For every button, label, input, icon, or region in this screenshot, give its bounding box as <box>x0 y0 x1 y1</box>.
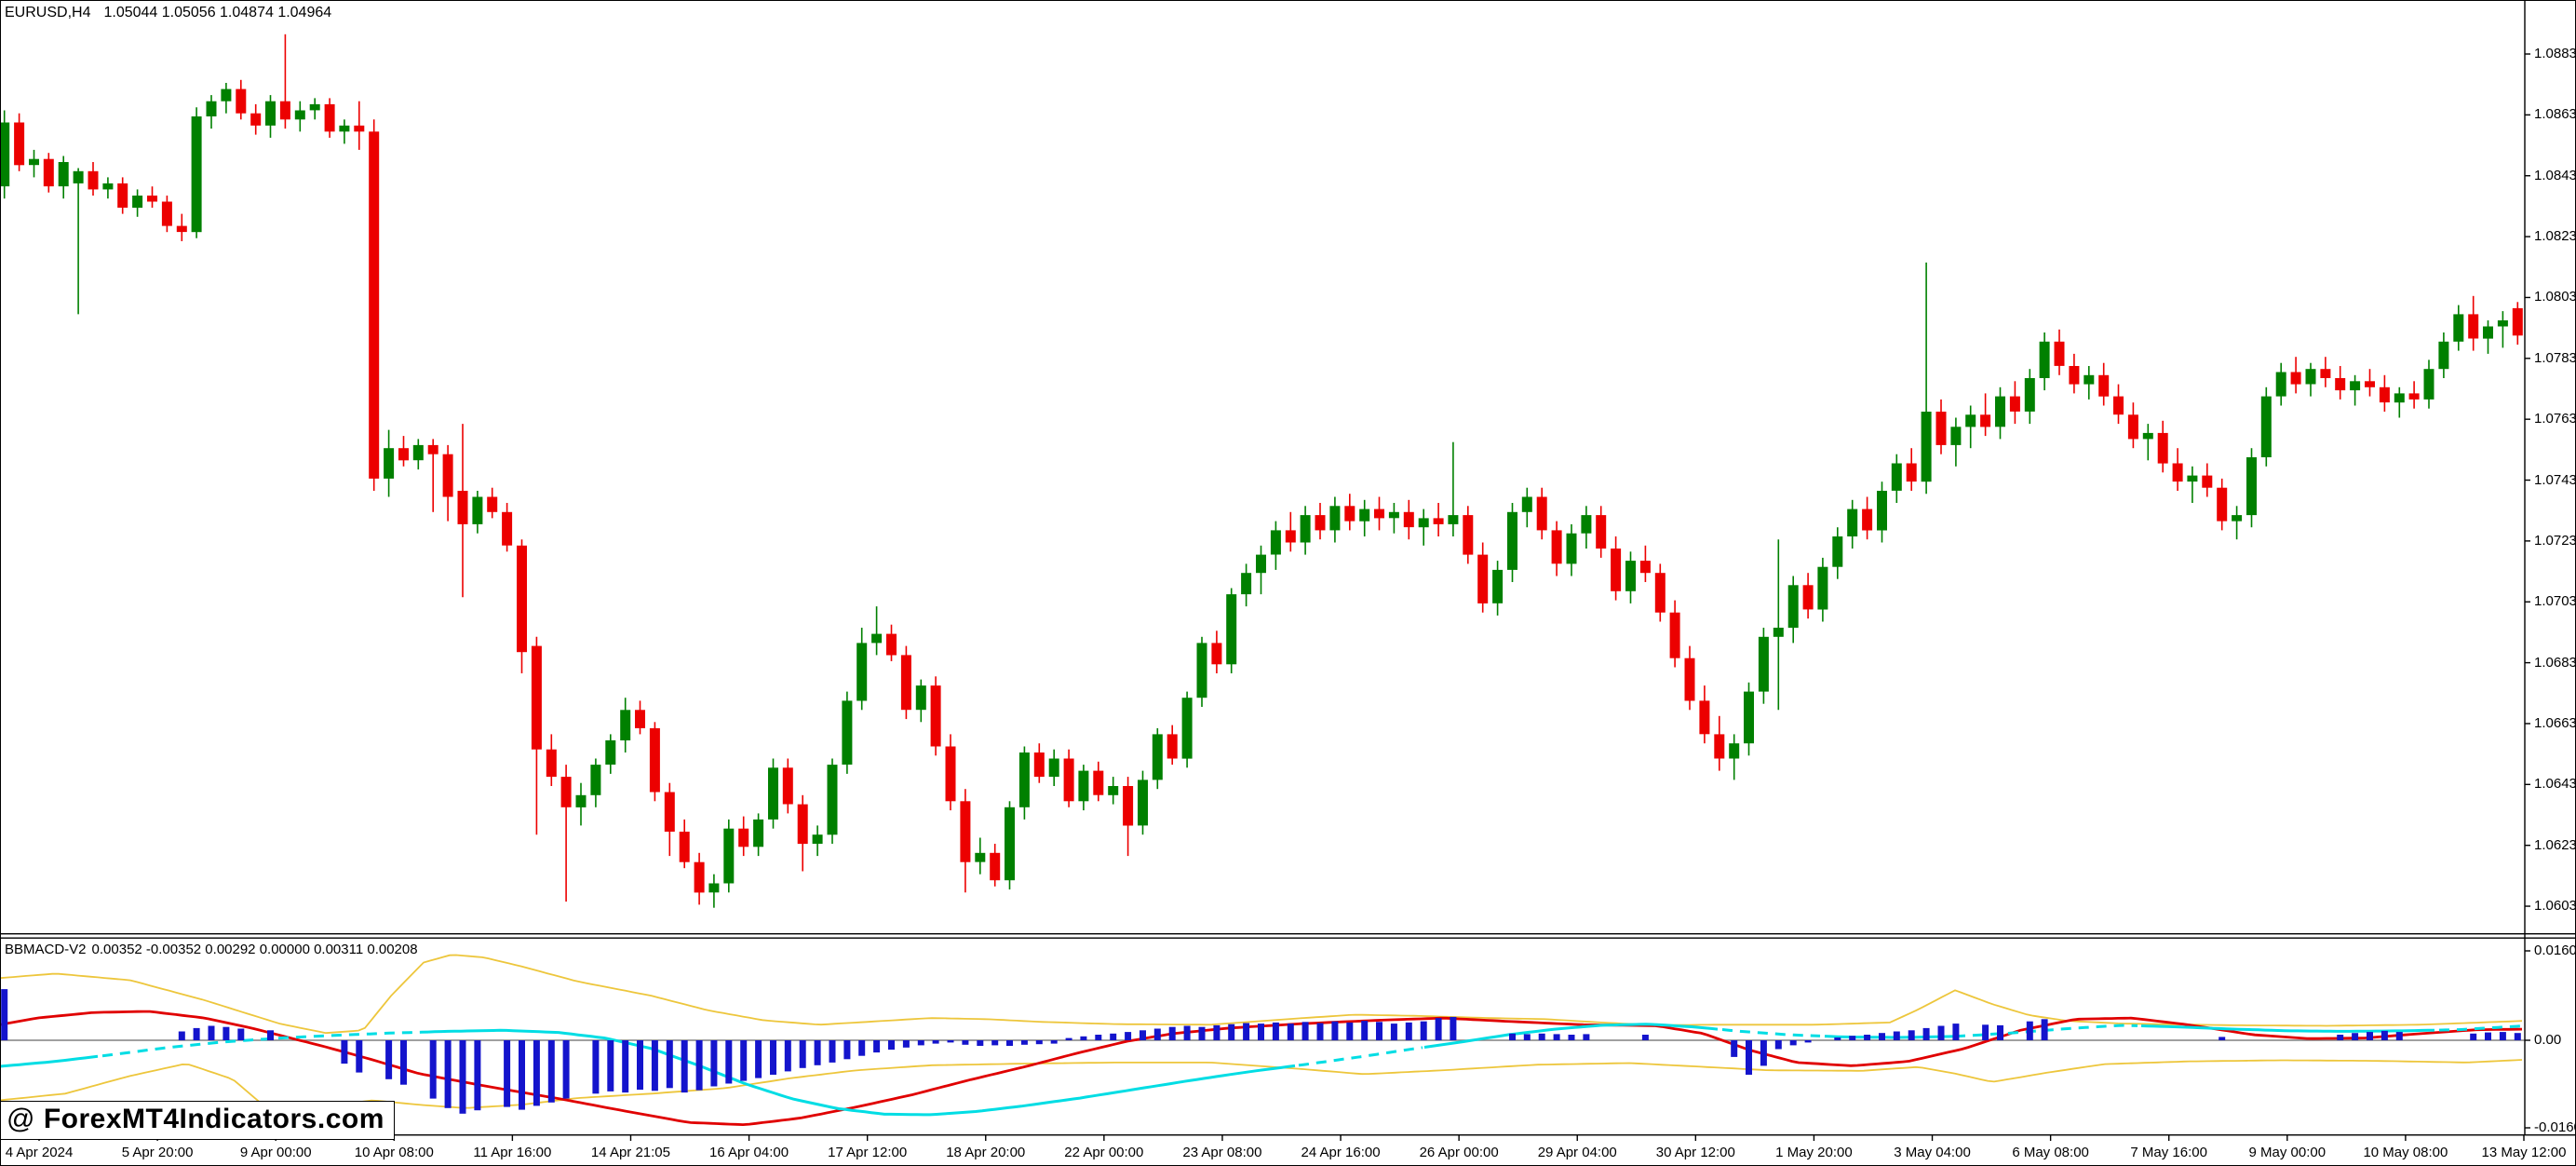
watermark: @ ForexMT4Indicators.com <box>0 1101 395 1140</box>
price-axis-label: 1.08235 <box>2534 228 2576 245</box>
time-axis-label: 11 Apr 16:00 <box>473 1145 552 1160</box>
watermark-site-name: ForexMT4Indicators.com <box>43 1104 384 1134</box>
price-axis-label: 1.07835 <box>2534 349 2576 366</box>
price-axis-label: 1.06435 <box>2534 776 2576 793</box>
time-axis-label: 16 Apr 04:00 <box>709 1145 789 1160</box>
time-axis-label: 5 Apr 20:00 <box>121 1145 194 1160</box>
indicator-axis-label: 0.00 <box>2534 1032 2562 1048</box>
price-axis-label: 1.08035 <box>2534 289 2576 305</box>
ohlc-values: 1.05044 1.05056 1.04874 1.04964 <box>103 5 332 20</box>
macd-cyan-line <box>101 1030 429 1058</box>
indicator-values-label: BBMACD-V2 0.00352 -0.00352 0.00292 0.0000… <box>5 942 418 957</box>
price-axis-label: 1.06235 <box>2534 836 2576 853</box>
bb-lower-band <box>0 1059 2523 1118</box>
time-axis-label: 7 May 16:00 <box>2130 1145 2207 1160</box>
price-axis-label: 1.07635 <box>2534 411 2576 427</box>
indicator-name: BBMACD-V2 <box>5 942 87 957</box>
time-axis-label: 24 Apr 16:00 <box>1301 1145 1381 1160</box>
price-axis-label: 1.07235 <box>2534 532 2576 549</box>
price-axis-label: 1.06835 <box>2534 654 2576 671</box>
price-axis-label: 1.06635 <box>2534 714 2576 731</box>
macd-cyan-line <box>1721 1028 1821 1037</box>
macd-cyan-line <box>0 1054 99 1068</box>
price-axis-label: 1.08435 <box>2534 167 2576 183</box>
price-axis-label: 1.07035 <box>2534 593 2576 610</box>
time-axis-label: 18 Apr 20:00 <box>946 1145 1026 1160</box>
macd-cyan-line <box>1423 1023 1719 1049</box>
time-axis-label: 26 Apr 00:00 <box>1419 1145 1499 1160</box>
time-axis-label: 1 May 20:00 <box>1775 1145 1853 1160</box>
price-axis-label: 1.06035 <box>2534 898 2576 915</box>
indicator-axis-label: 0.01609 <box>2534 942 2576 958</box>
time-axis-label: 10 Apr 08:00 <box>354 1145 434 1160</box>
time-axis-label: 13 May 12:00 <box>2481 1145 2567 1160</box>
time-axis-label: 3 May 04:00 <box>1894 1145 1971 1160</box>
time-axis-label: 9 May 00:00 <box>2248 1145 2326 1160</box>
time-axis-label: 29 Apr 04:00 <box>1537 1145 1617 1160</box>
time-axis-label: 30 Apr 12:00 <box>1655 1145 1735 1160</box>
indicator-panel <box>0 954 2525 1127</box>
time-axis-label: 10 May 08:00 <box>2363 1145 2448 1160</box>
candlestick-chart <box>0 34 2523 908</box>
indicator-values: 0.00352 -0.00352 0.00292 0.00000 0.00311… <box>91 942 418 957</box>
indicator-axis-label: -0.01609 <box>2534 1119 2576 1135</box>
watermark-at-sign: @ <box>7 1104 35 1134</box>
time-axis-label: 14 Apr 21:05 <box>590 1145 670 1160</box>
time-axis-label: 17 Apr 12:00 <box>828 1145 908 1160</box>
price-axis-label: 1.07435 <box>2534 471 2576 488</box>
macd-cyan-line <box>2438 1024 2525 1032</box>
macd-cyan-line <box>1298 1046 1423 1067</box>
bb-upper-band <box>0 954 2523 1035</box>
macd-cyan-line <box>2140 1024 2435 1033</box>
time-axis-label: 6 May 08:00 <box>2012 1145 2089 1160</box>
chart-symbol-ohlc: EURUSD,H4 1.05044 1.05056 1.04874 1.04964 <box>5 5 331 21</box>
price-axis-label: 1.08835 <box>2534 46 2576 61</box>
time-axis-label: 4 Apr 2024 <box>5 1145 74 1160</box>
macd-histogram <box>1 989 2521 1114</box>
macd-cyan-line <box>427 1028 1296 1117</box>
symbol-period-label: EURUSD,H4 <box>5 5 91 20</box>
time-axis-label: 22 Apr 00:00 <box>1064 1145 1144 1160</box>
time-axis-label: 9 Apr 00:00 <box>239 1145 312 1160</box>
time-axis-label: 23 Apr 08:00 <box>1182 1145 1262 1160</box>
price-axis-label: 1.08635 <box>2534 106 2576 123</box>
